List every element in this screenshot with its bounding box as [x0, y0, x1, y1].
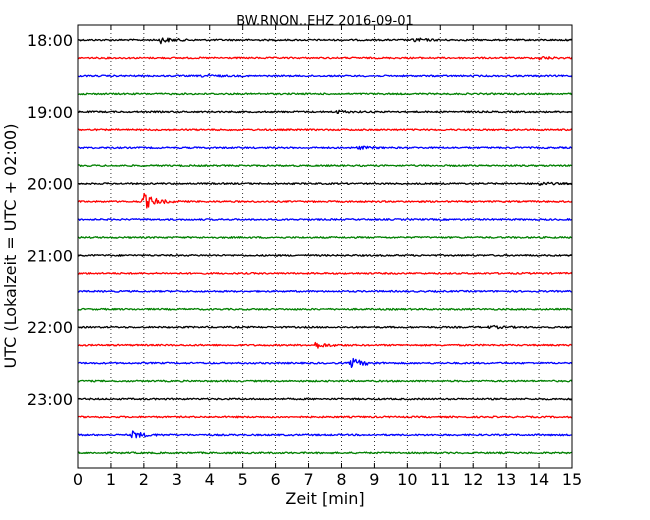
y-tick-label: 18:00 — [27, 31, 73, 50]
x-tick-label: 5 — [238, 470, 248, 489]
x-tick-label: 8 — [336, 470, 346, 489]
trace-2145 — [77, 307, 573, 311]
trace-1830 — [77, 73, 573, 78]
trace-1900 — [77, 109, 573, 115]
y-axis-ticks: 18:00 19:00 20:00 21:00 22:00 23:00 — [27, 31, 572, 409]
y-tick-label: 21:00 — [27, 246, 73, 265]
chart-title: BW.RNON..EHZ 2016-09-01 — [236, 14, 414, 29]
x-tick-label: 13 — [496, 470, 516, 489]
trace-2030 — [78, 218, 573, 221]
trace-2345 — [77, 451, 573, 455]
trace-2100 — [77, 253, 572, 257]
trace-2315 — [77, 415, 573, 419]
y-tick-label: 23:00 — [27, 390, 73, 409]
trace-2230 — [77, 357, 573, 369]
y-tick-label: 22:00 — [27, 318, 73, 337]
x-tick-label: 15 — [562, 470, 582, 489]
trace-1945 — [77, 164, 573, 168]
x-tick-label: 9 — [369, 470, 379, 489]
x-tick-label: 3 — [172, 470, 182, 489]
trace-1845 — [77, 92, 573, 96]
x-tick-label: 6 — [271, 470, 281, 489]
x-tick-label: 7 — [303, 470, 313, 489]
x-tick-label: 10 — [397, 470, 417, 489]
trace-1815 — [77, 55, 573, 61]
trace-2300 — [77, 397, 573, 401]
x-axis-ticks: 0 1 2 3 4 5 6 7 8 9 10 11 12 13 14 15 — [73, 25, 582, 489]
trace-2000 — [77, 181, 573, 186]
x-axis-label: Zeit [min] — [285, 489, 364, 508]
trace-1800 — [77, 37, 573, 45]
x-tick-label: 0 — [73, 470, 83, 489]
x-tick-label: 14 — [529, 470, 549, 489]
y-tick-label: 20:00 — [27, 175, 73, 194]
trace-2330 — [77, 430, 573, 439]
trace-1930 — [78, 145, 573, 151]
x-tick-label: 11 — [430, 470, 450, 489]
y-axis-label: UTC (Lokalzeit = UTC + 02:00) — [1, 124, 20, 369]
trace-2045 — [77, 235, 573, 239]
x-tick-label: 2 — [139, 470, 149, 489]
trace-2115 — [77, 271, 573, 275]
trace-1915 — [77, 128, 573, 132]
x-tick-label: 4 — [205, 470, 215, 489]
x-tick-label: 12 — [463, 470, 483, 489]
trace-2245 — [77, 379, 573, 383]
plot-frame — [77, 24, 573, 469]
trace-2200 — [77, 324, 573, 330]
x-tick-label: 1 — [106, 470, 116, 489]
trace-2215 — [77, 341, 573, 349]
trace-2015 — [77, 192, 573, 209]
trace-2130 — [77, 289, 573, 293]
seismogram-traces — [77, 37, 573, 455]
vertical-grid — [110, 25, 540, 468]
y-tick-label: 19:00 — [27, 103, 73, 122]
